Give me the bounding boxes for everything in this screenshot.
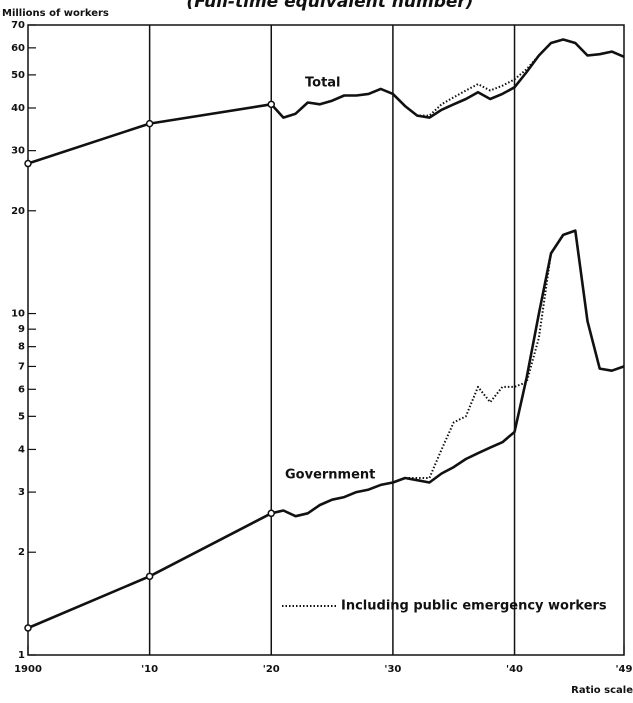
- y-tick-label: 3: [18, 487, 25, 498]
- annotation: Total: [305, 76, 341, 91]
- data-point: [145, 119, 154, 128]
- y-tick-label: 20: [11, 206, 25, 217]
- y-tick-label: 30: [11, 146, 25, 157]
- x-tick-label: '30: [384, 664, 401, 675]
- x-tick-label: '10: [141, 664, 158, 675]
- x-tick-label: 1900: [14, 664, 42, 675]
- y-tick-label: 6: [18, 384, 25, 395]
- y-tick-label: 5: [18, 411, 25, 422]
- y-tick-label: 10: [11, 309, 25, 320]
- data-point: [267, 100, 276, 109]
- y-tick-label: 4: [18, 444, 25, 455]
- y-tick-label: 60: [11, 43, 25, 54]
- series-line: [392, 54, 540, 117]
- data-point: [267, 509, 276, 518]
- legend-label: Including public emergency workers: [341, 599, 607, 614]
- series-line: [405, 253, 552, 479]
- y-tick-label: 9: [18, 324, 25, 335]
- y-tick-label: 2: [18, 547, 25, 558]
- annotation: Government: [285, 468, 375, 483]
- data-point: [24, 159, 32, 168]
- scale-note: Ratio scale: [571, 685, 633, 696]
- y-tick-label: 1: [18, 650, 25, 661]
- series-line: [27, 229, 625, 630]
- y-tick-label: 70: [11, 20, 25, 31]
- x-tick-label: '20: [263, 664, 280, 675]
- y-axis-label: Millions of workers: [2, 8, 109, 19]
- chart-title: (Full-time equivalent number): [186, 0, 473, 12]
- y-tick-label: 50: [11, 70, 25, 81]
- y-tick-label: 7: [18, 361, 25, 372]
- data-point: [24, 624, 32, 632]
- x-tick-label: '40: [506, 664, 523, 675]
- plot-frame: [27, 24, 625, 656]
- y-tick-label: 40: [11, 103, 25, 114]
- x-tick-label: '49: [616, 664, 633, 675]
- series-line: [27, 38, 625, 165]
- y-tick-label: 8: [18, 342, 25, 353]
- data-point: [145, 572, 154, 581]
